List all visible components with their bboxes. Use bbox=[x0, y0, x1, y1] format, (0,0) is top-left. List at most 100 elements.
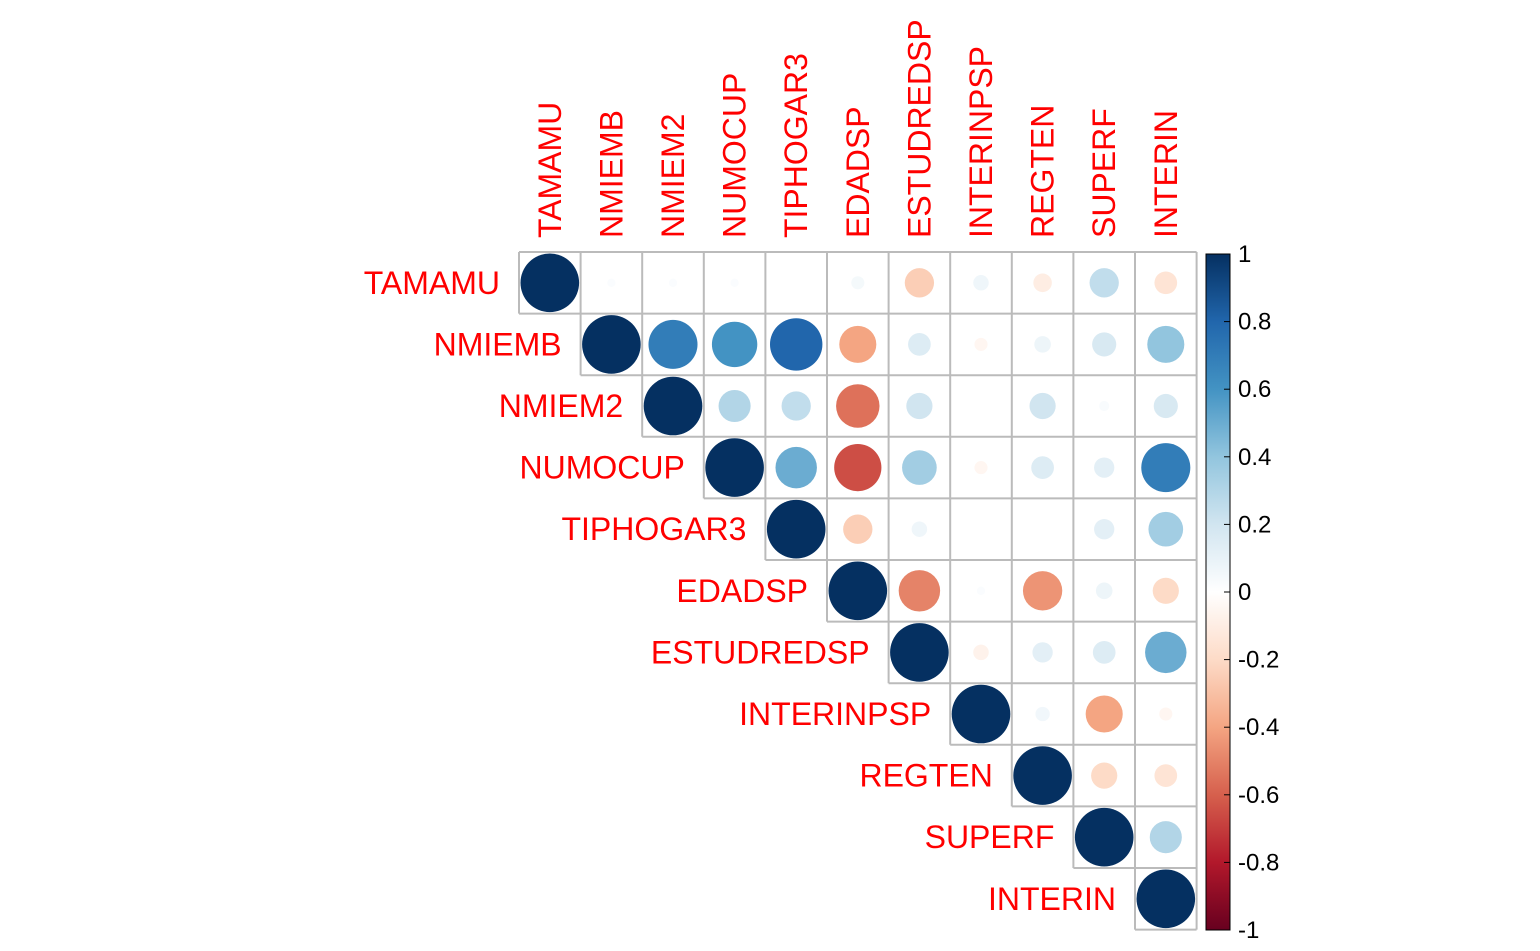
correlation-circle bbox=[904, 268, 935, 298]
column-label: REGTEN bbox=[1025, 105, 1061, 238]
correlation-circle bbox=[1091, 762, 1118, 789]
column-label: EDADSP bbox=[840, 106, 876, 238]
correlation-circle bbox=[730, 278, 739, 287]
correlation-circle bbox=[1031, 456, 1054, 479]
correlation-circle bbox=[1154, 764, 1178, 787]
correlation-circle bbox=[1148, 511, 1184, 547]
colorbar-tick-label: 1 bbox=[1238, 241, 1251, 268]
correlation-circle bbox=[834, 443, 882, 492]
correlation-circle bbox=[1074, 807, 1134, 867]
correlation-circle bbox=[1159, 707, 1173, 721]
row-label: SUPERF bbox=[925, 819, 1055, 855]
row-label: INTERIN bbox=[988, 881, 1116, 917]
correlation-circle bbox=[607, 278, 616, 287]
correlation-circle bbox=[1033, 273, 1052, 293]
correlation-circle bbox=[766, 499, 826, 559]
correlation-circle bbox=[839, 325, 877, 363]
matrix-cell bbox=[765, 252, 827, 314]
correlation-circle bbox=[1154, 271, 1178, 295]
column-labels: TAMAMU NMIEMB NMIEM2 NUMOCUP TIPHOGAR3 EDADSP… bbox=[532, 19, 1184, 238]
correlation-circle bbox=[775, 446, 817, 489]
correlation-circle bbox=[769, 318, 823, 371]
colorbar-tick-label: -1 bbox=[1238, 917, 1259, 944]
correlation-circle bbox=[828, 561, 888, 621]
row-label: INTERINPSP bbox=[739, 696, 931, 732]
correlation-circle bbox=[643, 376, 703, 436]
correlation-circle bbox=[711, 321, 758, 368]
correlation-circle bbox=[1094, 457, 1115, 478]
column-label: ESTUDREDSP bbox=[901, 19, 937, 238]
correlation-circle bbox=[718, 389, 751, 423]
correlation-circle bbox=[1092, 332, 1117, 357]
row-label: NUMOCUP bbox=[519, 450, 684, 486]
correlation-circle bbox=[1035, 706, 1050, 722]
correlation-circle bbox=[1152, 577, 1179, 604]
correlation-circle bbox=[705, 438, 764, 497]
column-label: TAMAMU bbox=[532, 102, 568, 238]
correlation-circle bbox=[851, 276, 865, 290]
correlation-circle bbox=[582, 315, 641, 374]
correlation-circle bbox=[906, 392, 933, 420]
correlation-circle bbox=[520, 253, 580, 313]
row-label: ESTUDREDSP bbox=[651, 634, 870, 670]
colorbar-tick-label: 0.6 bbox=[1238, 376, 1271, 403]
correlation-circle bbox=[1149, 821, 1182, 854]
correlation-circle bbox=[843, 514, 873, 544]
column-label: INTERINPSP bbox=[963, 46, 999, 238]
correlation-circle bbox=[668, 278, 678, 287]
matrix-cell bbox=[1011, 498, 1074, 560]
correlation-circle bbox=[1094, 519, 1115, 540]
row-label: EDADSP bbox=[676, 573, 808, 609]
correlation-circle bbox=[1099, 400, 1110, 412]
row-label: TAMAMU bbox=[364, 265, 500, 301]
correlation-circle bbox=[1141, 443, 1191, 493]
matrix-cell bbox=[950, 498, 1012, 560]
correlation-circle bbox=[1145, 631, 1187, 674]
row-label: REGTEN bbox=[859, 758, 992, 794]
column-label: NUMOCUP bbox=[717, 73, 753, 238]
correlation-circle bbox=[1022, 571, 1063, 611]
matrix-gridlines bbox=[518, 251, 1198, 931]
correlation-circle bbox=[974, 337, 988, 351]
correlation-circle bbox=[908, 333, 931, 356]
row-labels: TAMAMU NMIEMB NMIEM2 NUMOCUP TIPHOGAR3 EDADSP… bbox=[364, 265, 1116, 917]
correlation-circle bbox=[973, 644, 989, 661]
row-label: TIPHOGAR3 bbox=[561, 511, 746, 547]
column-label: NMIEMB bbox=[593, 110, 629, 238]
colorbar-tick-label: -0.2 bbox=[1238, 647, 1279, 674]
column-label: TIPHOGAR3 bbox=[778, 53, 814, 238]
correlation-circle bbox=[1032, 642, 1053, 663]
correlation-circle bbox=[1095, 582, 1113, 600]
correlation-circle bbox=[951, 684, 1011, 744]
correlation-circle bbox=[1034, 336, 1051, 353]
correlation-circle bbox=[911, 521, 928, 537]
row-label: NMIEMB bbox=[434, 326, 562, 362]
correlation-circle bbox=[648, 319, 698, 369]
correlation-circle bbox=[973, 275, 989, 291]
correlation-circle bbox=[1085, 695, 1123, 733]
correlation-circle bbox=[1153, 393, 1178, 419]
correlation-circle bbox=[974, 461, 988, 475]
column-label: INTERIN bbox=[1148, 110, 1184, 238]
colorbar-tick-label: -0.6 bbox=[1238, 782, 1279, 809]
correlation-circle bbox=[976, 586, 986, 595]
colorbar-ticks: 1 0.8 0.6 0.4 0.2 0 -0.2 -0.4 -0.6 -0.8 -1 bbox=[1224, 241, 1279, 944]
colorbar-tick-label: -0.8 bbox=[1238, 849, 1279, 876]
correlation-circle bbox=[781, 391, 811, 421]
column-label: SUPERF bbox=[1086, 108, 1122, 238]
correlation-circle bbox=[902, 450, 937, 485]
colorbar: 1 0.8 0.6 0.4 0.2 0 -0.2 -0.4 -0.6 -0.8 -1 bbox=[1205, 241, 1279, 944]
correlation-circle bbox=[836, 384, 880, 428]
correlation-circles bbox=[520, 253, 1196, 929]
column-label: NMIEM2 bbox=[655, 114, 691, 238]
colorbar-tick-label: 0.8 bbox=[1238, 309, 1271, 336]
correlation-circle bbox=[1147, 325, 1185, 363]
colorbar-tick-label: 0.4 bbox=[1238, 444, 1271, 471]
correlation-circle bbox=[1092, 641, 1116, 664]
correlation-circle bbox=[890, 623, 949, 682]
row-label: NMIEM2 bbox=[499, 388, 623, 424]
colorbar-tick-label: 0.2 bbox=[1238, 511, 1271, 538]
matrix-cell bbox=[950, 375, 1012, 437]
correlation-circle bbox=[1013, 746, 1072, 805]
